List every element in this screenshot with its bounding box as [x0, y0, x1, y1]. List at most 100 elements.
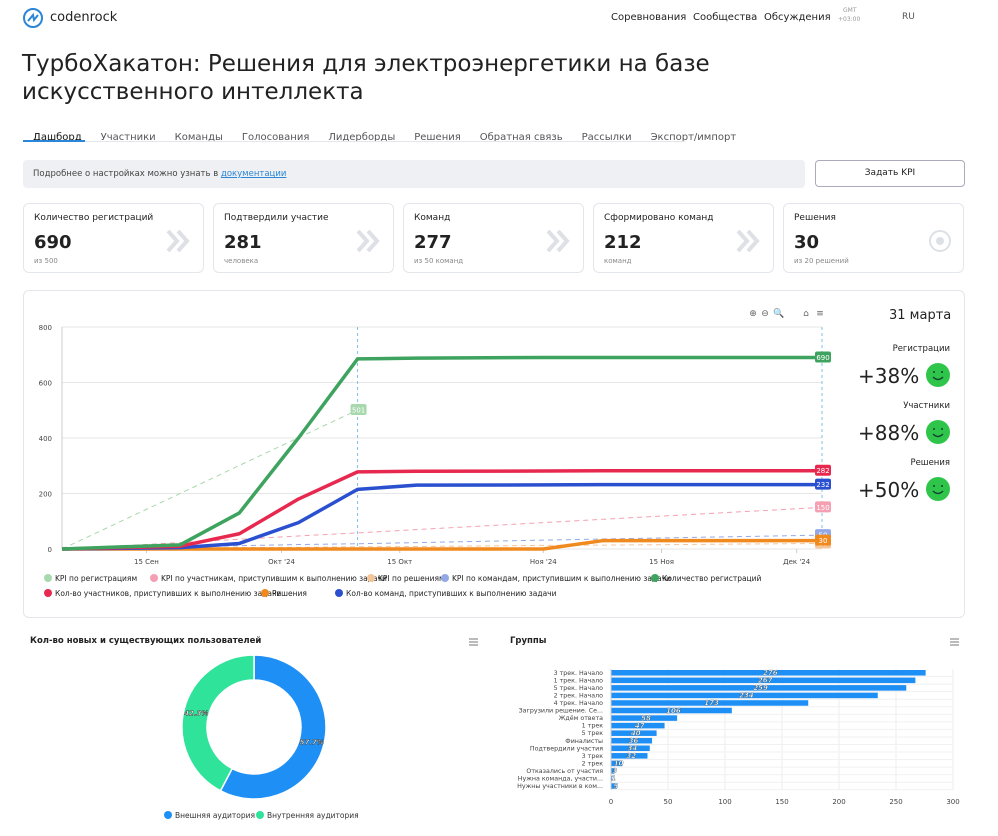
value-label-bg	[815, 478, 831, 490]
x-tick-label: 15 Ноя	[649, 558, 674, 566]
summary-label: Регистрации	[892, 344, 950, 354]
legend-dot	[44, 589, 52, 597]
value-label: 150	[816, 504, 829, 512]
bar-label: 10	[614, 760, 624, 768]
legend-dot	[441, 574, 449, 582]
legend-dot	[335, 589, 343, 597]
donut-slice	[219, 654, 327, 800]
toolbar-icon[interactable]: ⌂	[803, 309, 809, 319]
toolbar-icon[interactable]: ⊕	[749, 309, 757, 319]
bar	[611, 760, 623, 767]
tab[interactable]: Голосования	[241, 132, 310, 143]
legend-label: Кол-во участников, приступивших к выполн…	[55, 589, 282, 598]
bar-label: 5	[613, 782, 618, 790]
kpi-card: Решения 30 из 20 решений	[783, 203, 964, 273]
toolbar-icon[interactable]: ⊖	[761, 309, 769, 319]
legend-dot	[44, 574, 52, 582]
legend-label: KPI по решениям	[378, 574, 445, 583]
summary-date: 31 марта	[889, 308, 952, 323]
card-label: Количество регистраций	[34, 213, 154, 223]
value-label-bg	[815, 351, 831, 363]
menu-icon[interactable]	[468, 636, 480, 648]
card-icon	[546, 229, 570, 253]
y-tick-label: Нужна команда, участи...	[518, 776, 603, 783]
menu-icon[interactable]	[949, 636, 961, 648]
value-label: 690	[816, 354, 829, 362]
donut-label: 42.3%	[184, 710, 208, 718]
card-value: 281	[224, 232, 262, 253]
bar	[611, 707, 732, 714]
kpi-button[interactable]: Задать KPI	[815, 160, 965, 187]
value-label: 30	[819, 537, 828, 545]
toolbar-icon[interactable]: 🔍	[773, 307, 784, 319]
legend-item: KPI по участникам, приступившим к выполн…	[150, 573, 387, 585]
kpi-card: Количество регистраций 690 из 500	[23, 203, 204, 273]
tab[interactable]: Дашборд	[33, 132, 82, 143]
line-series	[61, 355, 822, 551]
y-tick-label: 800	[39, 324, 52, 332]
bar-title: Группы	[510, 636, 547, 646]
card-sub: из 20 решений	[794, 257, 849, 265]
timezone[interactable]: GMT	[843, 7, 857, 14]
x-tick-label: 150	[775, 798, 788, 806]
tab[interactable]: Лидерборды	[328, 132, 396, 143]
smiley-face	[926, 420, 950, 444]
target	[936, 237, 944, 245]
bar-label: 106	[666, 707, 681, 715]
bar-label: 276	[763, 669, 778, 677]
chevrons	[736, 229, 760, 253]
legend-item: KPI по регистрациям	[44, 573, 150, 585]
y-tick-label: 200	[39, 491, 52, 499]
logo[interactable]: codenrock	[50, 10, 118, 25]
lang[interactable]: RU	[902, 12, 915, 22]
bar	[611, 692, 878, 699]
bar	[611, 775, 613, 782]
bar-label: 173	[704, 699, 719, 707]
tab[interactable]: Решения	[414, 132, 461, 143]
x-tick-label: 15 Сен	[134, 558, 159, 566]
value-label: 232	[816, 481, 829, 489]
y-tick-label: 3 трек. Начало	[554, 670, 604, 677]
bar	[611, 700, 809, 706]
tab-indicator	[23, 140, 85, 142]
value-label-bg	[815, 464, 831, 476]
toolbar-icon[interactable]: ≡	[816, 309, 824, 319]
y-tick-label: 1 трек	[582, 723, 604, 730]
y-tick-label: 5 трек	[582, 730, 604, 737]
value-label: 501	[352, 406, 365, 414]
legend-item: KPI по командам, приступившим к выполнен…	[441, 573, 671, 585]
legend-item: Кол-во участников, приступивших к выполн…	[44, 588, 281, 600]
card-icon	[929, 230, 951, 252]
y-tick-label: Подтвердили участия	[530, 745, 603, 752]
bar-label: 234	[739, 692, 754, 700]
smiley-features	[932, 428, 944, 438]
y-tick-label: 0	[48, 546, 52, 554]
smiley	[926, 420, 950, 444]
nav-link[interactable]: Соревнования	[611, 12, 687, 23]
timezone[interactable]: +03:00	[838, 16, 861, 23]
summary-value: +38%	[858, 364, 920, 388]
value-label-bg	[350, 403, 367, 415]
y-tick-label: 400	[39, 435, 52, 443]
nav-link[interactable]: Сообщества	[693, 12, 758, 23]
bar-label: 40	[631, 729, 641, 737]
y-tick-label: 4 трек. Начало	[554, 700, 604, 707]
bar	[611, 670, 926, 676]
doc-link[interactable]: документации	[220, 169, 287, 179]
tab[interactable]: Рассылки	[581, 132, 632, 143]
nav-link[interactable]: Обсуждения	[764, 12, 831, 23]
card-label: Подтвердили участие	[224, 213, 329, 223]
tab[interactable]: Обратная связь	[479, 132, 563, 143]
y-tick-label: 3 трек	[582, 753, 604, 760]
tab[interactable]: Команды	[174, 132, 223, 143]
tab[interactable]: Экспорт/импорт	[650, 132, 737, 143]
tab[interactable]: Участники	[100, 132, 156, 143]
y-tick-label: Финалисты	[565, 738, 603, 745]
x-tick-label: 0	[609, 798, 613, 806]
info-bar: Подробнее о настройках можно узнать в до…	[23, 160, 805, 188]
card-sub: человека	[224, 257, 259, 265]
bar-label: 267	[758, 677, 773, 685]
donut-chart: 57.7% Внешняя аудитория 42.3% Внутренняя ау…	[164, 654, 359, 820]
donut-title: Кол-во новых и существующих пользователе…	[30, 636, 262, 646]
